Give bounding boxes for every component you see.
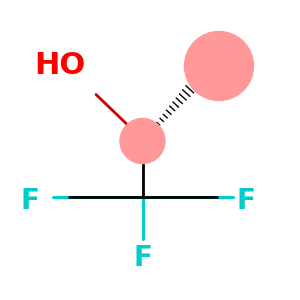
Text: F: F [133,244,152,272]
Text: HO: HO [34,52,86,80]
Circle shape [184,32,254,101]
Text: F: F [237,187,255,215]
Text: F: F [21,187,39,215]
Circle shape [120,118,165,164]
